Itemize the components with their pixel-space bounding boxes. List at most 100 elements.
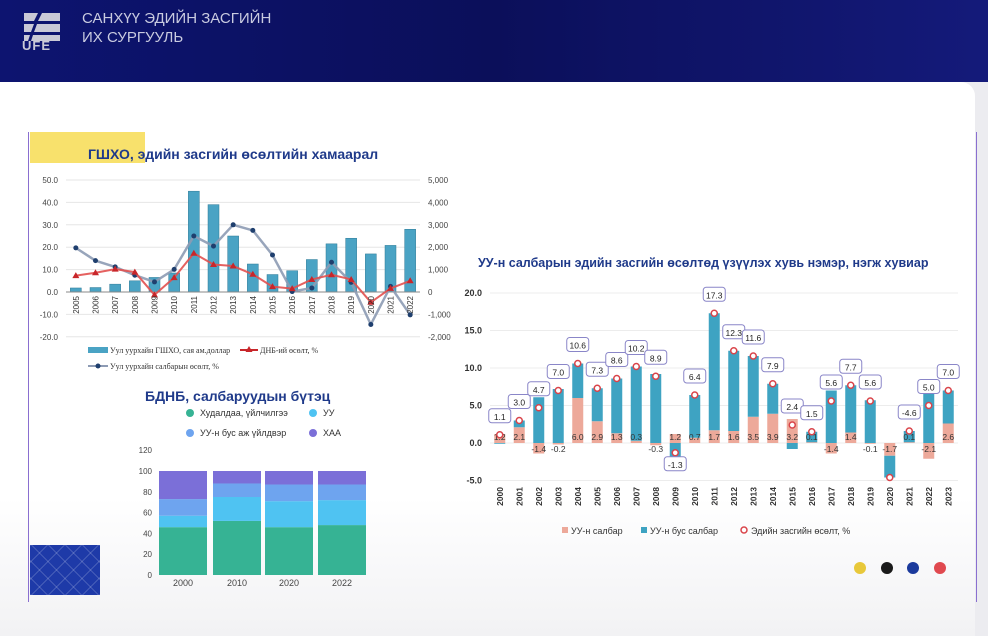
left-axis-tick: 50.0 bbox=[42, 176, 58, 185]
non-mining-segment bbox=[942, 390, 954, 424]
legend-label-non-mining: УУ-н бус салбар bbox=[650, 526, 718, 536]
total-value-label: 5.0 bbox=[923, 383, 935, 393]
decorative-pattern bbox=[30, 545, 100, 595]
sector-segment bbox=[265, 471, 313, 485]
y-axis-tick: 20.0 bbox=[464, 288, 482, 298]
x-axis-year: 2022 bbox=[406, 295, 415, 313]
total-value-box bbox=[897, 404, 921, 420]
mining-growth-point bbox=[191, 233, 197, 239]
gdp-growth-point bbox=[151, 291, 158, 298]
mining-value-label: 3.9 bbox=[767, 432, 779, 442]
mining-value-label: -0.1 bbox=[863, 444, 878, 454]
mining-growth-point bbox=[250, 227, 256, 233]
gdp-growth-point bbox=[269, 283, 276, 290]
x-axis-year: 2016 bbox=[288, 295, 297, 313]
left-axis-tick: -10.0 bbox=[40, 310, 59, 319]
non-mining-segment bbox=[825, 390, 837, 443]
mining-value-label: 1.2 bbox=[669, 432, 681, 442]
mining-segment bbox=[591, 421, 603, 443]
mining-value-label: -1.4 bbox=[824, 444, 839, 454]
y-axis-tick: 20 bbox=[143, 550, 152, 559]
nav-dot-navy[interactable] bbox=[907, 562, 919, 574]
x-axis-year: 2008 bbox=[131, 295, 140, 313]
mining-growth-point bbox=[230, 222, 236, 228]
total-value-label: 7.9 bbox=[767, 361, 779, 371]
mining-segment bbox=[747, 416, 759, 443]
total-value-box bbox=[488, 408, 512, 424]
nav-dot-black[interactable] bbox=[881, 562, 893, 574]
mining-value-label: 1.7 bbox=[708, 432, 720, 442]
nav-dot-yellow[interactable] bbox=[854, 562, 866, 574]
mining-segment bbox=[786, 419, 798, 443]
non-mining-segment bbox=[708, 313, 720, 431]
x-axis-year: 2009 bbox=[670, 487, 680, 506]
gdp-growth-point bbox=[72, 272, 80, 279]
gdp-growth-marker bbox=[944, 386, 952, 395]
non-mining-segment bbox=[572, 363, 584, 398]
non-mining-segment bbox=[923, 389, 935, 443]
x-axis-year: 2005 bbox=[72, 295, 81, 313]
mining-value-label: 2.1 bbox=[513, 432, 525, 442]
total-value-label: 3.0 bbox=[513, 398, 525, 408]
total-value-box bbox=[566, 337, 590, 352]
gdp-growth-point bbox=[111, 265, 119, 272]
gdp-growth-point bbox=[170, 274, 178, 281]
total-value-box bbox=[936, 364, 960, 379]
mining-value-label: 0.1 bbox=[806, 432, 818, 442]
mining-segment bbox=[689, 437, 701, 443]
legend-label-gdp: ДНБ-ий өсөлт, % bbox=[260, 346, 318, 355]
title-highlight bbox=[30, 132, 145, 163]
right-axis-tick: -2,000 bbox=[428, 333, 451, 342]
total-value-box bbox=[585, 361, 609, 377]
total-value-label: 1.1 bbox=[494, 412, 506, 422]
header-bar: UFE САНХҮҮ ЭДИЙН ЗАСГИЙН ИХ СУРГУУЛЬ bbox=[0, 0, 988, 82]
mining-growth-point bbox=[309, 285, 315, 291]
mining-segment bbox=[630, 440, 642, 443]
x-axis-year: 2011 bbox=[190, 295, 199, 313]
left-axis-tick: -20.0 bbox=[40, 333, 59, 342]
left-axis-tick: 20.0 bbox=[42, 243, 58, 252]
non-mining-segment bbox=[747, 356, 759, 417]
x-axis-year: 2021 bbox=[387, 295, 396, 313]
mining-segment bbox=[864, 443, 876, 444]
total-value-label: 17.3 bbox=[706, 290, 723, 300]
non-mining-segment bbox=[494, 443, 506, 444]
sector-segment bbox=[159, 515, 207, 528]
non-mining-segment bbox=[591, 388, 603, 422]
total-value-box bbox=[624, 340, 648, 355]
x-axis-year: 2012 bbox=[210, 295, 219, 313]
x-axis-year: 2000 bbox=[495, 487, 505, 506]
gdp-growth-marker bbox=[769, 380, 777, 388]
sector-segment bbox=[213, 471, 261, 484]
y-axis-tick: 15.0 bbox=[464, 326, 482, 336]
y-axis-tick: 0 bbox=[148, 571, 153, 580]
mining-value-label: 1.6 bbox=[728, 432, 740, 442]
gdp-growth-marker bbox=[632, 362, 640, 371]
non-mining-segment bbox=[689, 395, 701, 438]
gdp-growth-point bbox=[347, 275, 355, 282]
x-axis-year: 2016 bbox=[807, 487, 817, 506]
mining-value-label: -0.2 bbox=[551, 444, 566, 454]
gdp-growth-marker bbox=[613, 374, 621, 383]
non-mining-segment bbox=[650, 374, 662, 443]
x-axis-year: 2019 bbox=[865, 487, 875, 506]
sector-segment bbox=[265, 501, 313, 528]
legend-dot bbox=[186, 429, 194, 437]
fdi-bar bbox=[247, 263, 259, 293]
x-axis-year: 2013 bbox=[229, 295, 238, 313]
fdi-bar bbox=[70, 287, 82, 293]
gdp-growth-point bbox=[387, 284, 394, 291]
legend-marker-mining bbox=[95, 363, 101, 369]
mining-growth-point bbox=[329, 259, 334, 265]
x-axis-year: 2014 bbox=[768, 487, 778, 506]
legend-label: ХАА bbox=[323, 428, 341, 438]
fdi-bar bbox=[129, 280, 141, 293]
non-mining-segment bbox=[533, 397, 545, 443]
nav-dot-red[interactable] bbox=[934, 562, 946, 574]
total-value-box bbox=[702, 286, 726, 302]
gdp-growth-marker bbox=[866, 397, 874, 405]
mining-value-label: 0.3 bbox=[630, 432, 642, 442]
mining-growth-point bbox=[270, 252, 275, 258]
gdp-growth-point bbox=[249, 270, 257, 277]
